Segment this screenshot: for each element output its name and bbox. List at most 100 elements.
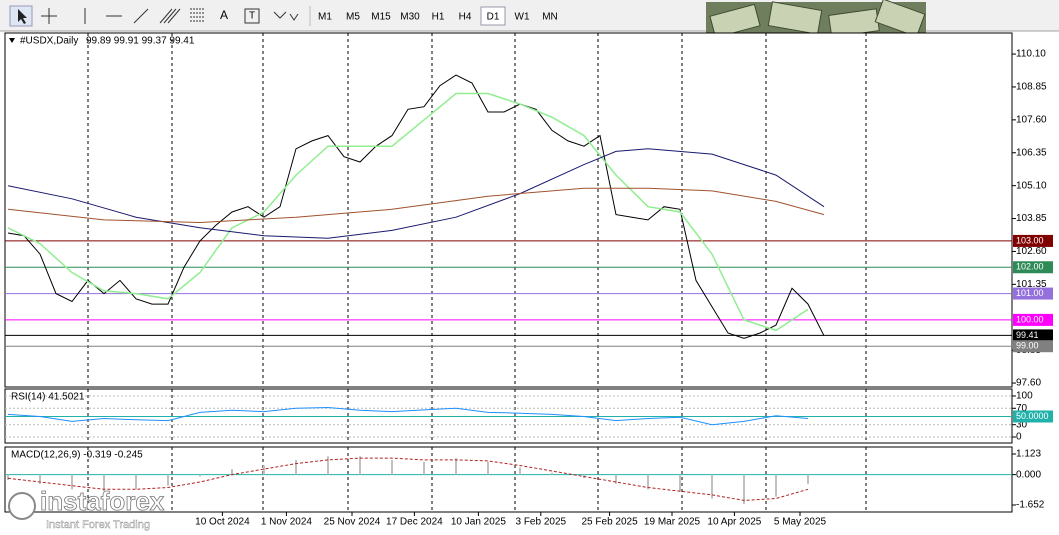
macd-bar [295, 459, 297, 475]
level-label: 99.41 [1016, 330, 1039, 340]
y-tick-label: 106.35 [1016, 147, 1047, 158]
macd-bar [39, 474, 41, 484]
pane [4, 446, 1013, 513]
crosshair-icon[interactable] [41, 8, 57, 24]
timeframe-button[interactable]: D1 [487, 12, 500, 23]
series-line [7, 406, 809, 426]
cursor-icon [18, 9, 27, 24]
text-tool[interactable]: A [220, 8, 228, 22]
timeframe-button[interactable]: M15 [371, 12, 391, 23]
y-tick-label: 97.60 [1016, 378, 1041, 389]
timeframe-button[interactable]: H1 [432, 12, 445, 23]
pane-subtitle: 99.89 99.91 99.37 99.41 [86, 36, 195, 47]
y-tick-label: 30 [1016, 419, 1028, 430]
logo-icon [8, 492, 36, 520]
pane-title: MACD(12,26,9) -0.319 -0.245 [11, 450, 143, 461]
macd-bar [103, 474, 105, 492]
macd-bar [423, 461, 425, 475]
timeframe-button[interactable]: M5 [346, 12, 360, 23]
level-label: 102.00 [1016, 262, 1044, 272]
channel-icon[interactable] [159, 8, 181, 24]
y-tick-label: 101.35 [1016, 279, 1047, 290]
series-line [7, 187, 825, 224]
macd-bar [711, 474, 713, 499]
y-tick-label: -1.652 [1016, 500, 1045, 511]
trendline-icon[interactable] [133, 8, 149, 24]
level-label: 50.0000 [1016, 411, 1049, 421]
macd-bar [391, 459, 393, 475]
series-line [7, 457, 809, 501]
macd-bar [743, 474, 745, 505]
level-label: 103.00 [1016, 235, 1044, 245]
label-tool[interactable] [244, 8, 260, 24]
timeframe-button[interactable]: MN [542, 12, 558, 23]
level-box [1013, 313, 1053, 326]
level-box [1013, 261, 1053, 274]
brand-tagline: Instant Forex Trading [46, 519, 150, 531]
timeframe-button[interactable]: M1 [318, 12, 332, 23]
level-box [1013, 287, 1053, 300]
macd-bar [551, 472, 553, 475]
arrows-icon[interactable] [273, 11, 299, 21]
x-tick-label: 5 May 2025 [774, 517, 827, 528]
timeframe-button[interactable]: H4 [459, 12, 472, 23]
pane-title: #USDX,Daily [20, 36, 78, 47]
fibo-icon[interactable] [190, 8, 204, 22]
timeframe-button[interactable]: W1 [515, 12, 530, 23]
macd-bar [231, 469, 233, 475]
timeframe-active [480, 6, 506, 26]
x-tick-label: 19 Mar 2025 [644, 517, 701, 528]
series-line [7, 148, 825, 239]
branding: instaforex Instant Forex Trading [8, 485, 165, 531]
level-box [1013, 340, 1053, 353]
level-label: 101.00 [1016, 288, 1044, 298]
x-tick-label: 10 Apr 2025 [707, 517, 761, 528]
y-tick-label: 0 [1016, 432, 1022, 443]
macd-bar [679, 474, 681, 492]
macd-bar [167, 474, 169, 486]
level-label: 100.00 [1016, 314, 1044, 324]
macd-bar [487, 461, 489, 475]
y-tick-label: 1.123 [1016, 449, 1041, 460]
brand-name: instaforex [40, 486, 165, 516]
macd-bar [615, 474, 617, 484]
label-tool-t: T [249, 11, 255, 22]
bill [874, 0, 926, 38]
macd-bar [519, 467, 521, 475]
y-tick-label: 100 [1016, 391, 1033, 402]
x-tick-label: 1 Nov 2024 [261, 517, 313, 528]
macd-bar [135, 474, 137, 490]
x-tick-label: 10 Oct 2024 [195, 517, 250, 528]
macd-bar [7, 474, 9, 481]
macd-bar [199, 474, 201, 477]
x-tick-label: 10 Jan 2025 [451, 517, 506, 528]
y-tick-label: 107.60 [1016, 114, 1047, 125]
series-line [7, 74, 825, 339]
bill [709, 3, 761, 39]
macd-bar [775, 474, 777, 497]
series-line [7, 92, 809, 332]
y-tick-label: 0.000 [1016, 469, 1041, 480]
level-box [1013, 234, 1053, 247]
macd-bar [327, 456, 329, 475]
y-tick-label: 70 [1016, 403, 1028, 414]
timeframe-button[interactable]: M30 [400, 12, 420, 23]
bill [767, 1, 823, 35]
macd-bar [807, 474, 809, 484]
y-tick-label: 108.85 [1016, 82, 1047, 93]
x-tick-label: 25 Nov 2024 [324, 517, 381, 528]
macd-bar [359, 456, 361, 475]
level-box [1013, 410, 1053, 423]
y-tick-label: 103.85 [1016, 213, 1047, 224]
title-arrow [9, 38, 15, 43]
macd-bar [647, 474, 649, 490]
macd-bar [455, 458, 457, 475]
macd-bar [71, 474, 73, 490]
x-tick-label: 17 Dec 2024 [386, 517, 443, 528]
macd-bar [263, 465, 265, 475]
x-tick-label: 3 Feb 2025 [515, 517, 566, 528]
y-tick-label: 105.10 [1016, 180, 1047, 191]
x-tick-label: 25 Feb 2025 [582, 517, 639, 528]
